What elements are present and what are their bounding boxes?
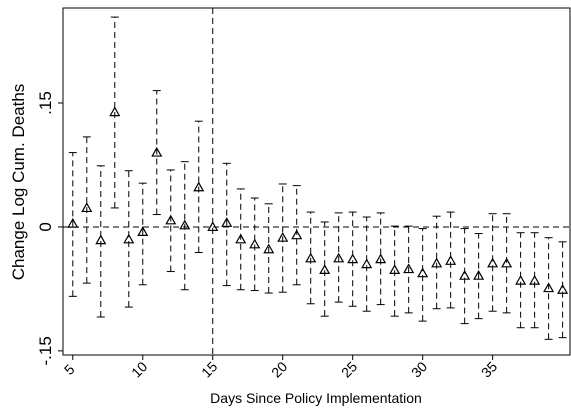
point-marker (277, 231, 289, 242)
x-tick-label: 10 (128, 358, 150, 380)
point-marker (501, 257, 513, 268)
point-marker (165, 214, 177, 225)
point-marker (67, 217, 79, 228)
point-marker (403, 263, 415, 274)
point-marker (249, 238, 261, 249)
point-marker (81, 202, 93, 213)
point-marker (347, 253, 359, 264)
point-marker (529, 274, 541, 285)
point-marker (515, 274, 527, 285)
y-tick-label: .15 (36, 91, 55, 115)
point-marker (151, 146, 163, 157)
point-marker (263, 243, 275, 254)
point-marker (445, 255, 457, 265)
x-tick-label: 5 (61, 361, 78, 378)
point-marker (459, 269, 471, 280)
y-tick-label: 0 (36, 222, 55, 231)
point-marker (95, 234, 107, 245)
x-tick-label: 30 (408, 358, 430, 380)
point-marker (179, 219, 191, 230)
x-tick-label: 35 (478, 358, 500, 380)
point-marker (137, 226, 149, 236)
point-marker (543, 282, 555, 293)
plot-frame (62, 7, 571, 356)
point-marker (193, 181, 205, 192)
x-tick-label: 15 (198, 358, 220, 380)
point-marker (473, 269, 485, 280)
point-marker (417, 267, 429, 278)
point-marker (361, 258, 373, 269)
point-marker (319, 264, 331, 275)
point-marker (207, 221, 219, 232)
y-axis-title: Change Log Cum. Deaths (9, 84, 28, 281)
point-marker (333, 252, 345, 263)
x-tick-label: 20 (268, 358, 290, 380)
point-marker (389, 264, 401, 275)
point-marker (109, 106, 121, 117)
point-marker (305, 252, 317, 263)
point-marker (431, 257, 443, 268)
point-marker (375, 253, 387, 264)
point-marker (235, 233, 247, 244)
x-tick-label: 25 (338, 358, 360, 380)
point-marker (291, 229, 303, 240)
point-marker (557, 284, 569, 294)
point-marker (487, 257, 499, 268)
point-marker (221, 217, 233, 227)
point-marker (123, 233, 135, 244)
y-tick-label: -.15 (36, 336, 55, 365)
x-axis-title: Days Since Policy Implementation (210, 390, 422, 406)
